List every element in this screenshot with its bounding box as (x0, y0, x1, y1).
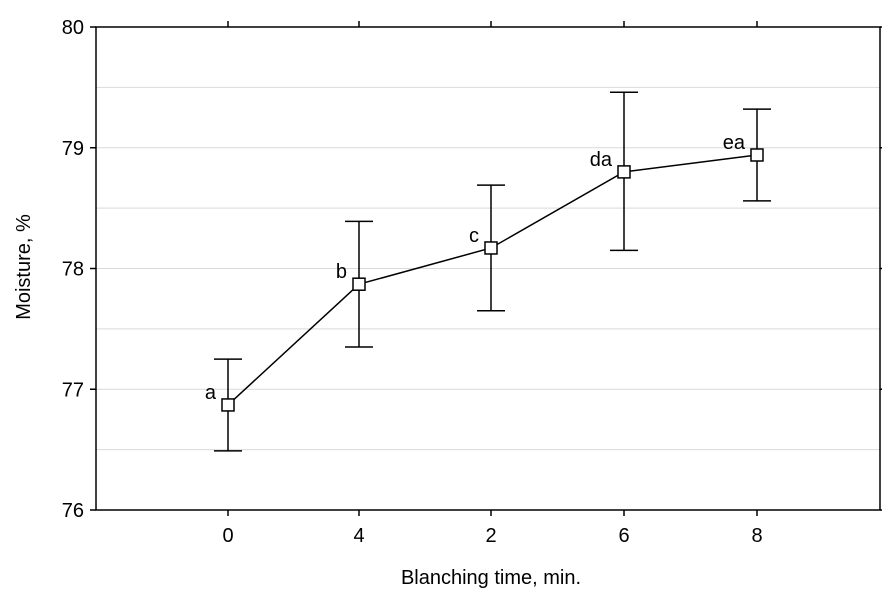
data-point (221, 398, 235, 412)
x-tick-label: 0 (222, 525, 233, 547)
x-tick-label: 4 (353, 525, 364, 547)
y-axis-title: Moisture, % (13, 214, 35, 320)
y-tick-label: 79 (62, 138, 84, 160)
point-label: b (336, 261, 347, 283)
y-tick-label: 77 (62, 379, 84, 401)
data-point (750, 148, 764, 162)
x-tick-label: 2 (485, 525, 496, 547)
y-tick-label: 78 (62, 259, 84, 281)
data-layer: a b c da ea (205, 91, 771, 452)
data-point (484, 241, 498, 255)
data-point (352, 277, 366, 291)
series-line (227, 154, 758, 406)
data-point (617, 165, 631, 179)
x-tick-label: 8 (751, 525, 762, 547)
grid-layer (96, 86, 880, 451)
y-tick-label: 76 (62, 500, 84, 522)
axes-layer: 76 77 78 79 80 0 4 2 6 8 (62, 17, 882, 547)
point-label: da (590, 149, 613, 171)
point-label: c (469, 225, 479, 247)
point-label: ea (723, 132, 746, 154)
x-axis-title: Blanching time, min. (401, 567, 581, 589)
x-tick-label: 6 (618, 525, 629, 547)
y-tick-label: 80 (62, 17, 84, 39)
point-label: a (205, 382, 217, 404)
